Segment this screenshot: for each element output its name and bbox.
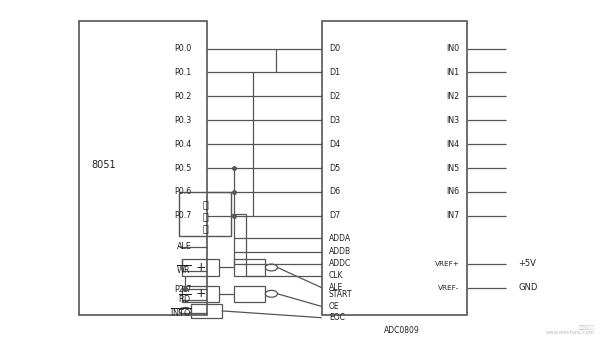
Text: $\overline{\mathrm{INTO}}$: $\overline{\mathrm{INTO}}$ (170, 307, 191, 319)
Circle shape (265, 264, 277, 271)
Text: P0.7: P0.7 (174, 211, 191, 221)
Bar (179, 192, 231, 236)
Bar (322, 21, 467, 315)
Text: IN5: IN5 (447, 164, 459, 173)
Text: D5: D5 (329, 164, 340, 173)
Circle shape (179, 307, 191, 314)
Text: START: START (329, 290, 353, 299)
Bar (182, 259, 219, 276)
Text: ALE: ALE (329, 283, 343, 292)
Bar (80, 21, 206, 315)
Text: 分: 分 (202, 199, 208, 210)
Text: P0.3: P0.3 (174, 116, 191, 125)
Text: GND: GND (518, 283, 538, 292)
Text: P0.4: P0.4 (174, 140, 191, 149)
Text: 电子发烧友
www.elecfans.com: 电子发烧友 www.elecfans.com (545, 325, 594, 335)
Text: +: + (195, 261, 206, 274)
Text: VREF+: VREF+ (435, 261, 459, 267)
Bar (191, 304, 222, 318)
Text: D2: D2 (329, 92, 340, 101)
Text: IN6: IN6 (447, 188, 459, 197)
Text: P0.6: P0.6 (174, 188, 191, 197)
Text: IN0: IN0 (447, 44, 459, 53)
Text: +: + (195, 287, 206, 300)
Text: IN1: IN1 (447, 68, 459, 77)
Text: P0.5: P0.5 (174, 164, 191, 173)
Bar (234, 286, 265, 302)
Text: IN7: IN7 (447, 211, 459, 221)
Text: D4: D4 (329, 140, 340, 149)
Text: IN4: IN4 (447, 140, 459, 149)
Text: D0: D0 (329, 44, 340, 53)
Text: ALE: ALE (177, 242, 191, 251)
Text: 8051: 8051 (91, 160, 116, 170)
Text: +5V: +5V (518, 259, 537, 268)
Text: 器: 器 (202, 223, 208, 234)
Text: EOC: EOC (329, 313, 345, 322)
Text: VREF-: VREF- (438, 285, 459, 291)
Text: ADC0809: ADC0809 (384, 326, 419, 335)
Text: D3: D3 (329, 116, 340, 125)
Circle shape (265, 291, 277, 297)
Text: P0.0: P0.0 (174, 44, 191, 53)
Text: $\overline{\mathrm{WR}}$: $\overline{\mathrm{WR}}$ (176, 264, 191, 276)
Text: P2.7: P2.7 (174, 285, 191, 294)
Text: D7: D7 (329, 211, 340, 221)
Text: P0.2: P0.2 (174, 92, 191, 101)
Bar (182, 286, 219, 302)
Bar (234, 259, 265, 276)
Text: 频: 频 (202, 211, 208, 222)
Text: IN2: IN2 (447, 92, 459, 101)
Text: P0.1: P0.1 (174, 68, 191, 77)
Text: D6: D6 (329, 188, 340, 197)
Text: D1: D1 (329, 68, 340, 77)
Text: IN3: IN3 (447, 116, 459, 125)
Text: ADDA: ADDA (329, 234, 351, 243)
Text: CLK: CLK (329, 271, 344, 280)
Text: ADDC: ADDC (329, 259, 351, 268)
Text: $\overline{\mathrm{RD}}$: $\overline{\mathrm{RD}}$ (178, 294, 191, 306)
Text: OE: OE (329, 302, 339, 311)
Text: ADDB: ADDB (329, 247, 351, 256)
